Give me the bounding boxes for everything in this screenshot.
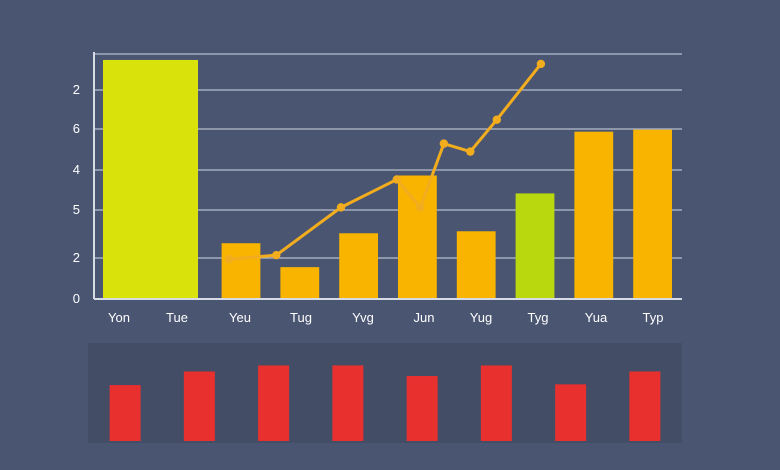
x-tick-label: Yeu bbox=[229, 310, 251, 325]
line-point bbox=[225, 254, 234, 264]
mini-bar bbox=[332, 365, 364, 441]
y-tick-label: 4 bbox=[73, 162, 80, 177]
mini-bar bbox=[629, 371, 661, 441]
mini-bar bbox=[406, 376, 438, 441]
x-axis-tick-labels: Yon Tue Yeu Tug Yvg Jun Yug Tyg Yua Typ bbox=[108, 310, 663, 325]
line-point bbox=[392, 175, 402, 184]
y-tick-label: 2 bbox=[73, 82, 80, 97]
bar-series bbox=[103, 59, 672, 299]
y-tick-label: 5 bbox=[73, 202, 80, 217]
mini-bar-chart bbox=[88, 343, 682, 443]
mini-bar bbox=[109, 385, 141, 441]
x-tick-label: Yug bbox=[470, 310, 492, 325]
bar bbox=[515, 193, 555, 299]
mini-bar bbox=[183, 371, 215, 441]
bar bbox=[398, 175, 437, 299]
line-point bbox=[272, 250, 281, 260]
x-tick-label: Jun bbox=[414, 310, 435, 325]
bar bbox=[339, 233, 378, 299]
bar bbox=[103, 59, 198, 299]
line-point bbox=[536, 59, 546, 69]
x-tick-label: Yvg bbox=[352, 310, 374, 325]
line-point bbox=[439, 139, 449, 148]
y-axis-tick-labels: 0 2 5 4 6 2 bbox=[73, 82, 80, 306]
main-bar-line-chart: 0 2 5 4 6 2 Yon Tue Yeu Tug Yvg Jun Yug Tyg Yua Typ bbox=[73, 52, 682, 325]
mini-bar bbox=[480, 365, 512, 441]
trend-line-series bbox=[225, 59, 546, 264]
y-tick-label: 6 bbox=[73, 121, 80, 136]
x-tick-label: Tyg bbox=[528, 310, 549, 325]
bar bbox=[456, 231, 496, 299]
mini-bar-series bbox=[109, 365, 661, 441]
trend-line bbox=[227, 62, 543, 261]
mini-bar bbox=[258, 365, 290, 441]
axes bbox=[93, 52, 682, 300]
x-tick-label: Yua bbox=[585, 310, 608, 325]
x-tick-label: Tug bbox=[290, 310, 312, 325]
bar bbox=[633, 129, 672, 299]
mini-chart-panel bbox=[88, 343, 682, 443]
bar bbox=[280, 267, 320, 299]
bar bbox=[574, 131, 614, 299]
x-tick-label: Yon bbox=[108, 310, 130, 325]
line-point bbox=[336, 203, 346, 212]
line-point bbox=[416, 203, 425, 212]
y-tick-label: 2 bbox=[73, 250, 80, 265]
line-point bbox=[466, 147, 475, 156]
y-tick-label: 0 bbox=[73, 291, 80, 306]
bar bbox=[221, 243, 261, 299]
mini-bar bbox=[555, 384, 587, 441]
x-tick-label: Typ bbox=[643, 310, 664, 325]
x-tick-label: Tue bbox=[166, 310, 188, 325]
line-point bbox=[492, 115, 501, 124]
